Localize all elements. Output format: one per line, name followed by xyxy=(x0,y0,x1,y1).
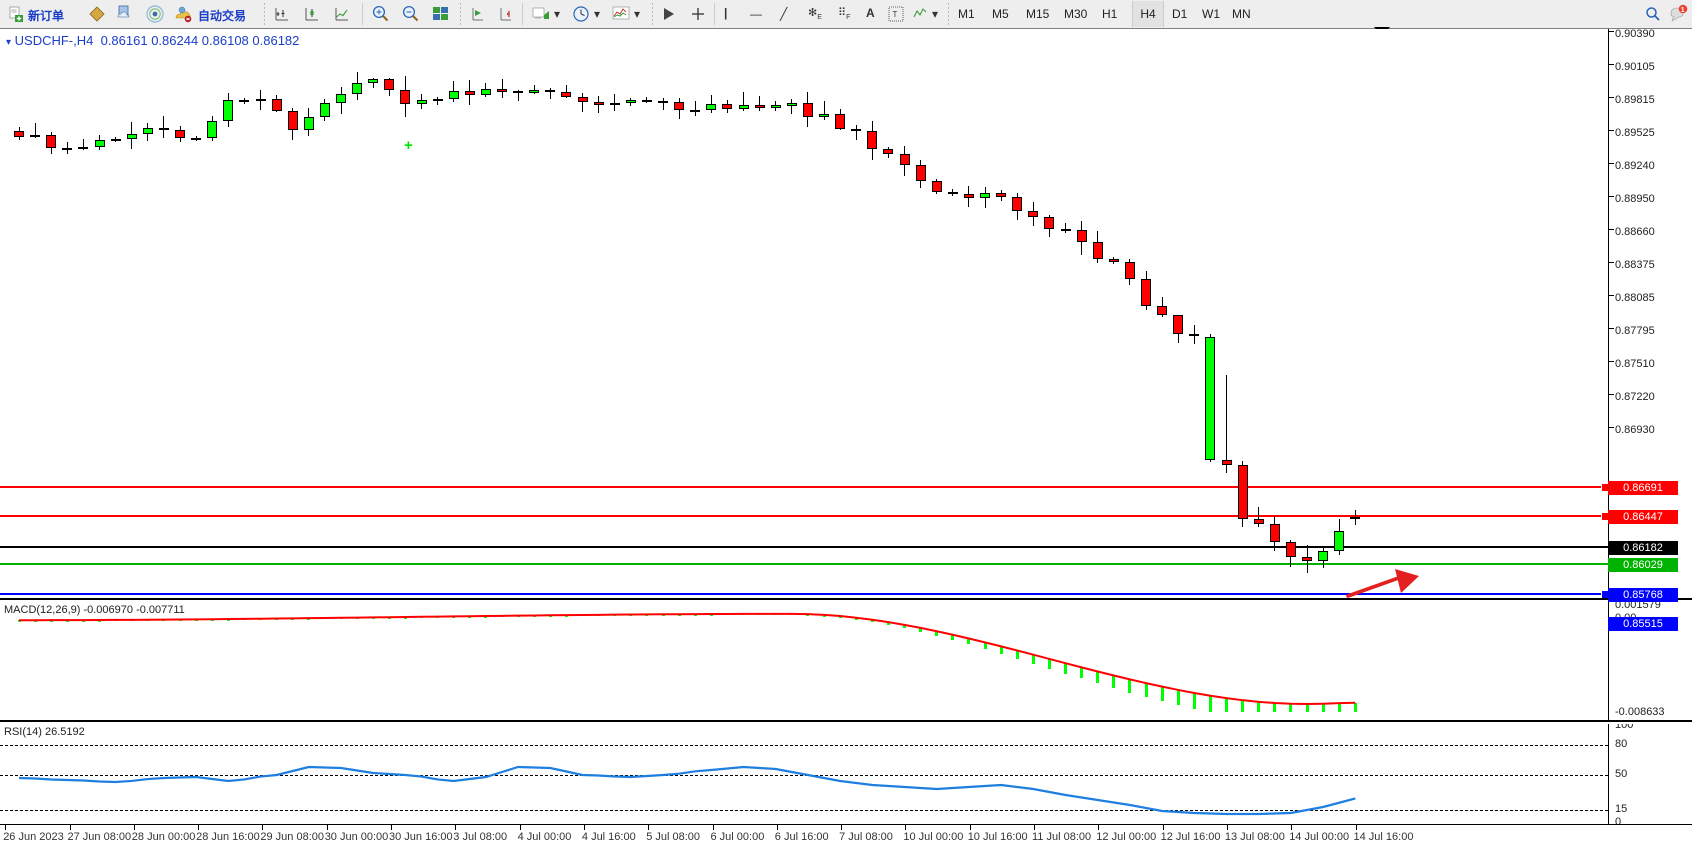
svg-text:T: T xyxy=(893,10,898,19)
svg-text:1: 1 xyxy=(1681,7,1685,14)
